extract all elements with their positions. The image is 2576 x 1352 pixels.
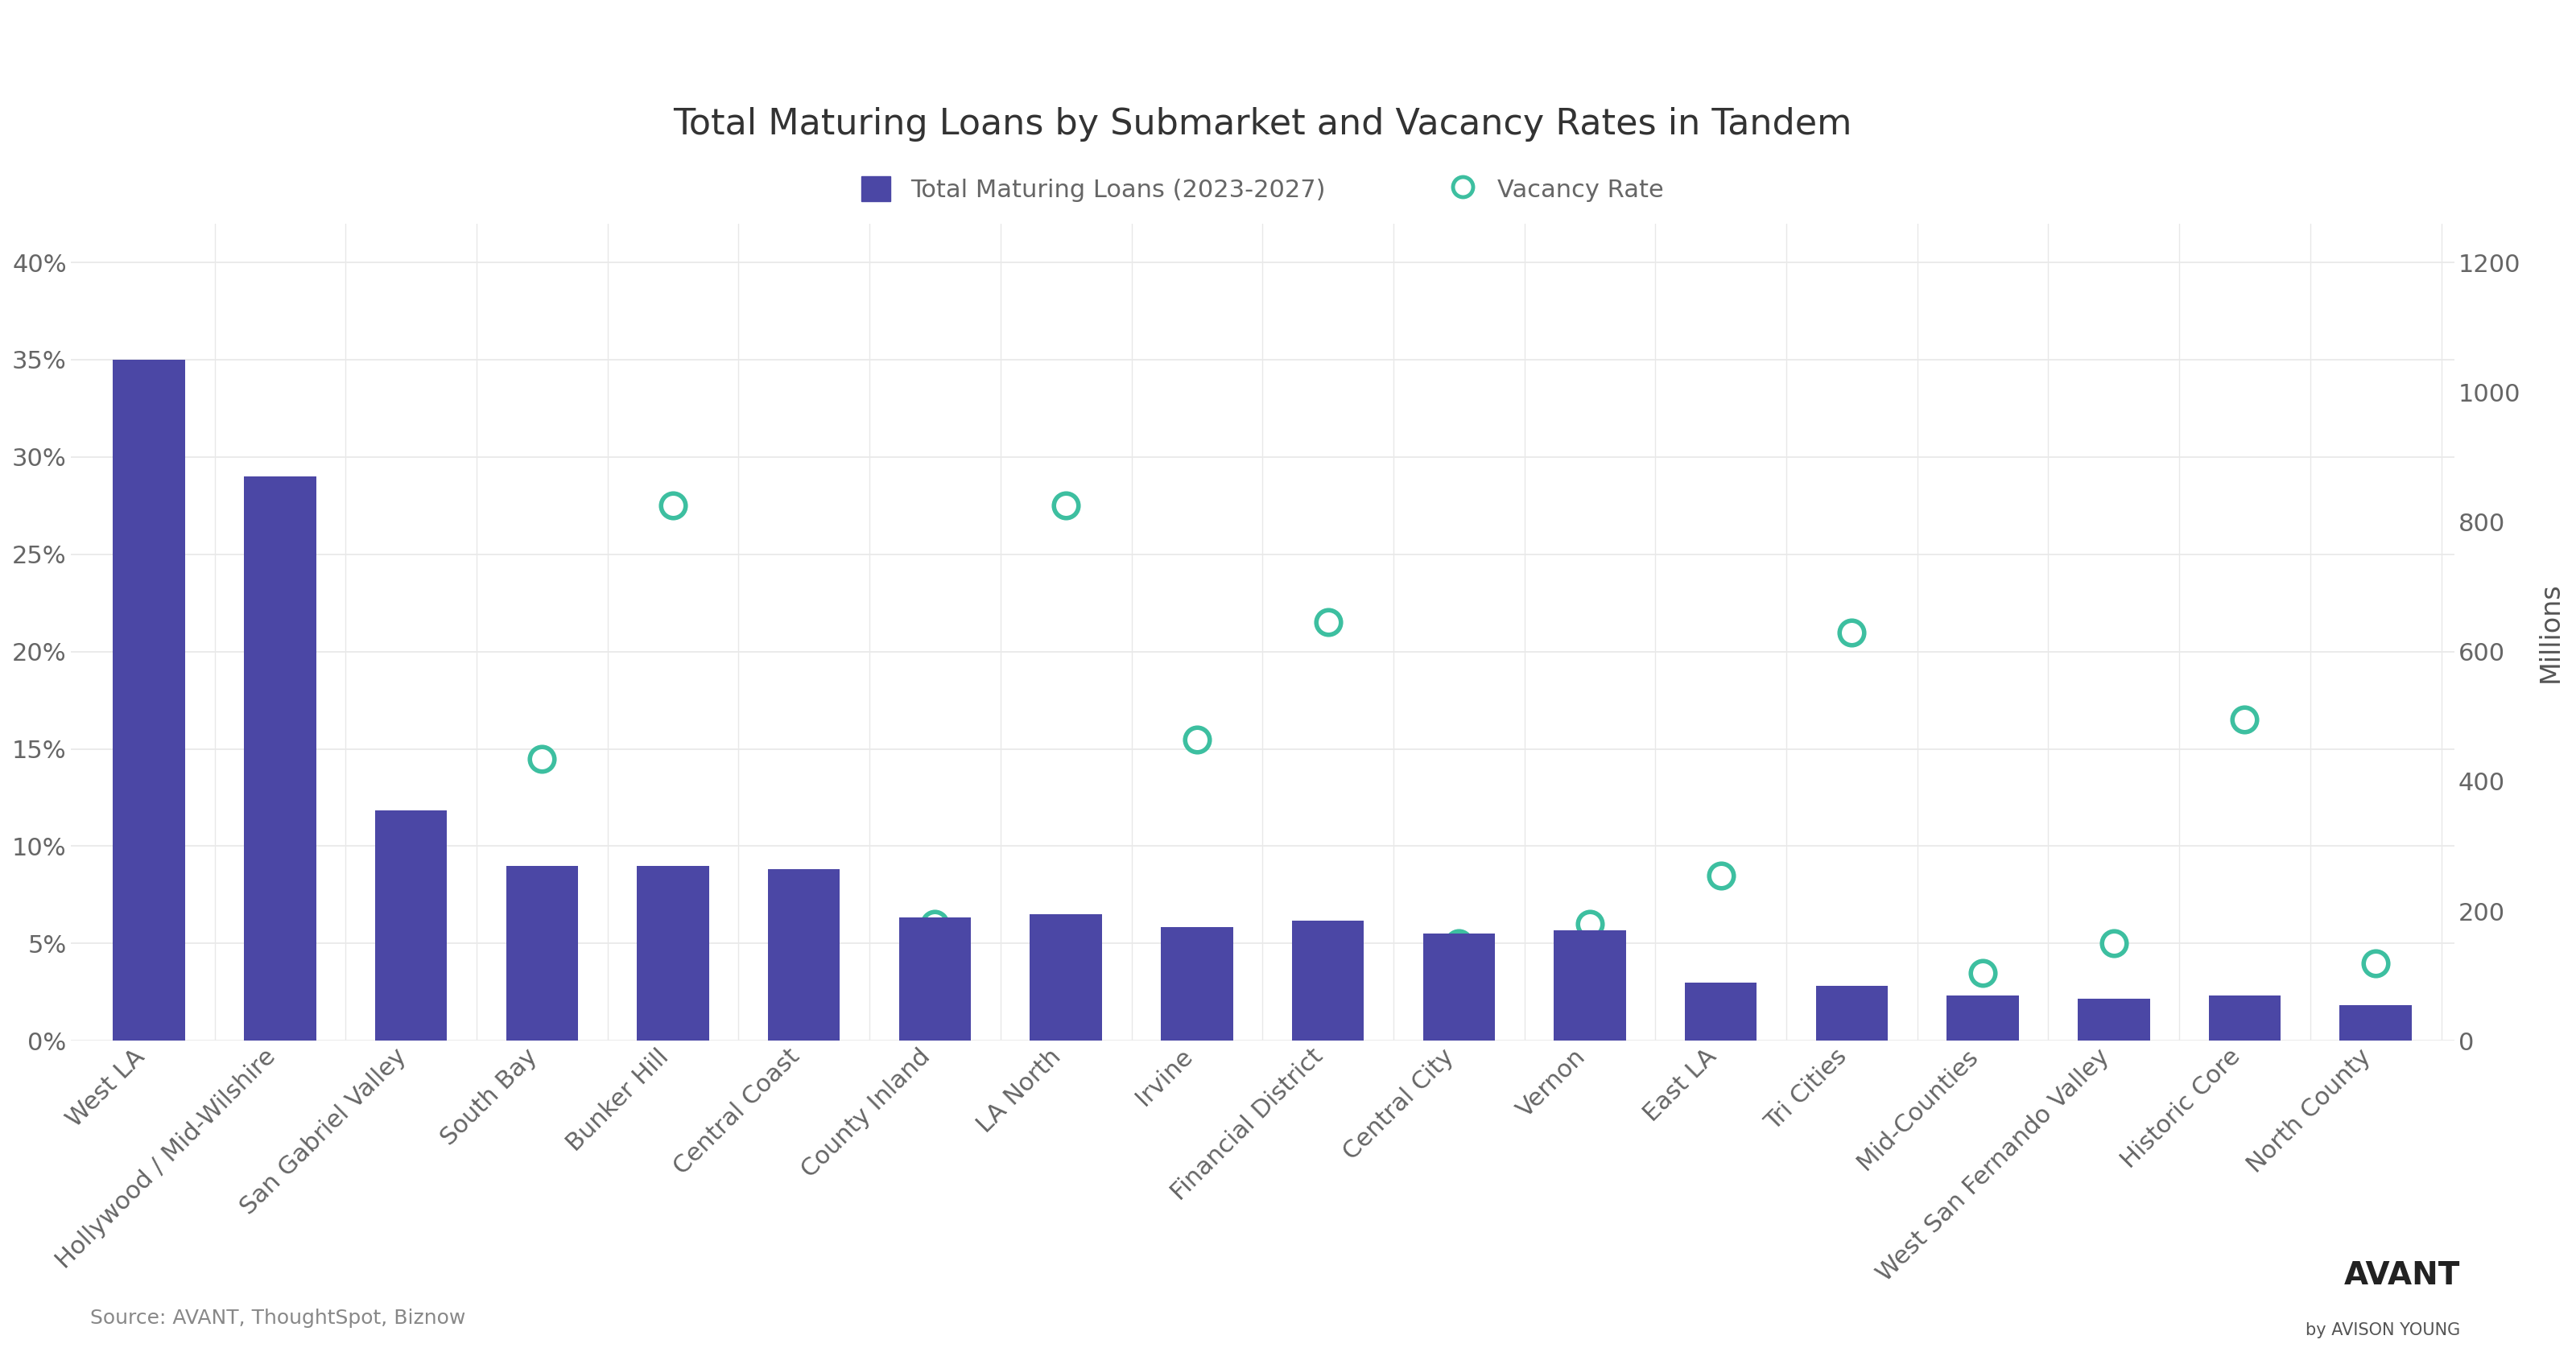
Text: by AVISON YOUNG: by AVISON YOUNG xyxy=(2306,1322,2460,1338)
Bar xyxy=(376,811,448,1041)
Text: AVANT: AVANT xyxy=(2344,1260,2460,1291)
Bar xyxy=(2208,995,2280,1041)
Legend: Total Maturing Loans (2023-2027), Vacancy Rate: Total Maturing Loans (2023-2027), Vacanc… xyxy=(850,166,1674,212)
Bar xyxy=(113,360,185,1041)
Bar xyxy=(899,918,971,1041)
Bar xyxy=(1816,986,1888,1041)
Bar xyxy=(505,865,577,1041)
Bar xyxy=(768,869,840,1041)
Text: Source: AVANT, ThoughtSpot, Biznow: Source: AVANT, ThoughtSpot, Biznow xyxy=(90,1309,466,1328)
Bar xyxy=(1947,995,2020,1041)
Bar xyxy=(1293,921,1363,1041)
Bar xyxy=(1553,930,1625,1041)
Bar xyxy=(2339,1005,2411,1041)
Y-axis label: Millions: Millions xyxy=(2537,581,2563,683)
Bar xyxy=(1162,927,1234,1041)
Bar xyxy=(636,865,708,1041)
Bar xyxy=(1685,983,1757,1041)
Bar xyxy=(245,476,317,1041)
Bar xyxy=(2079,999,2151,1041)
Bar xyxy=(1422,934,1494,1041)
Title: Total Maturing Loans by Submarket and Vacancy Rates in Tandem: Total Maturing Loans by Submarket and Va… xyxy=(672,107,1852,142)
Bar xyxy=(1030,914,1103,1041)
